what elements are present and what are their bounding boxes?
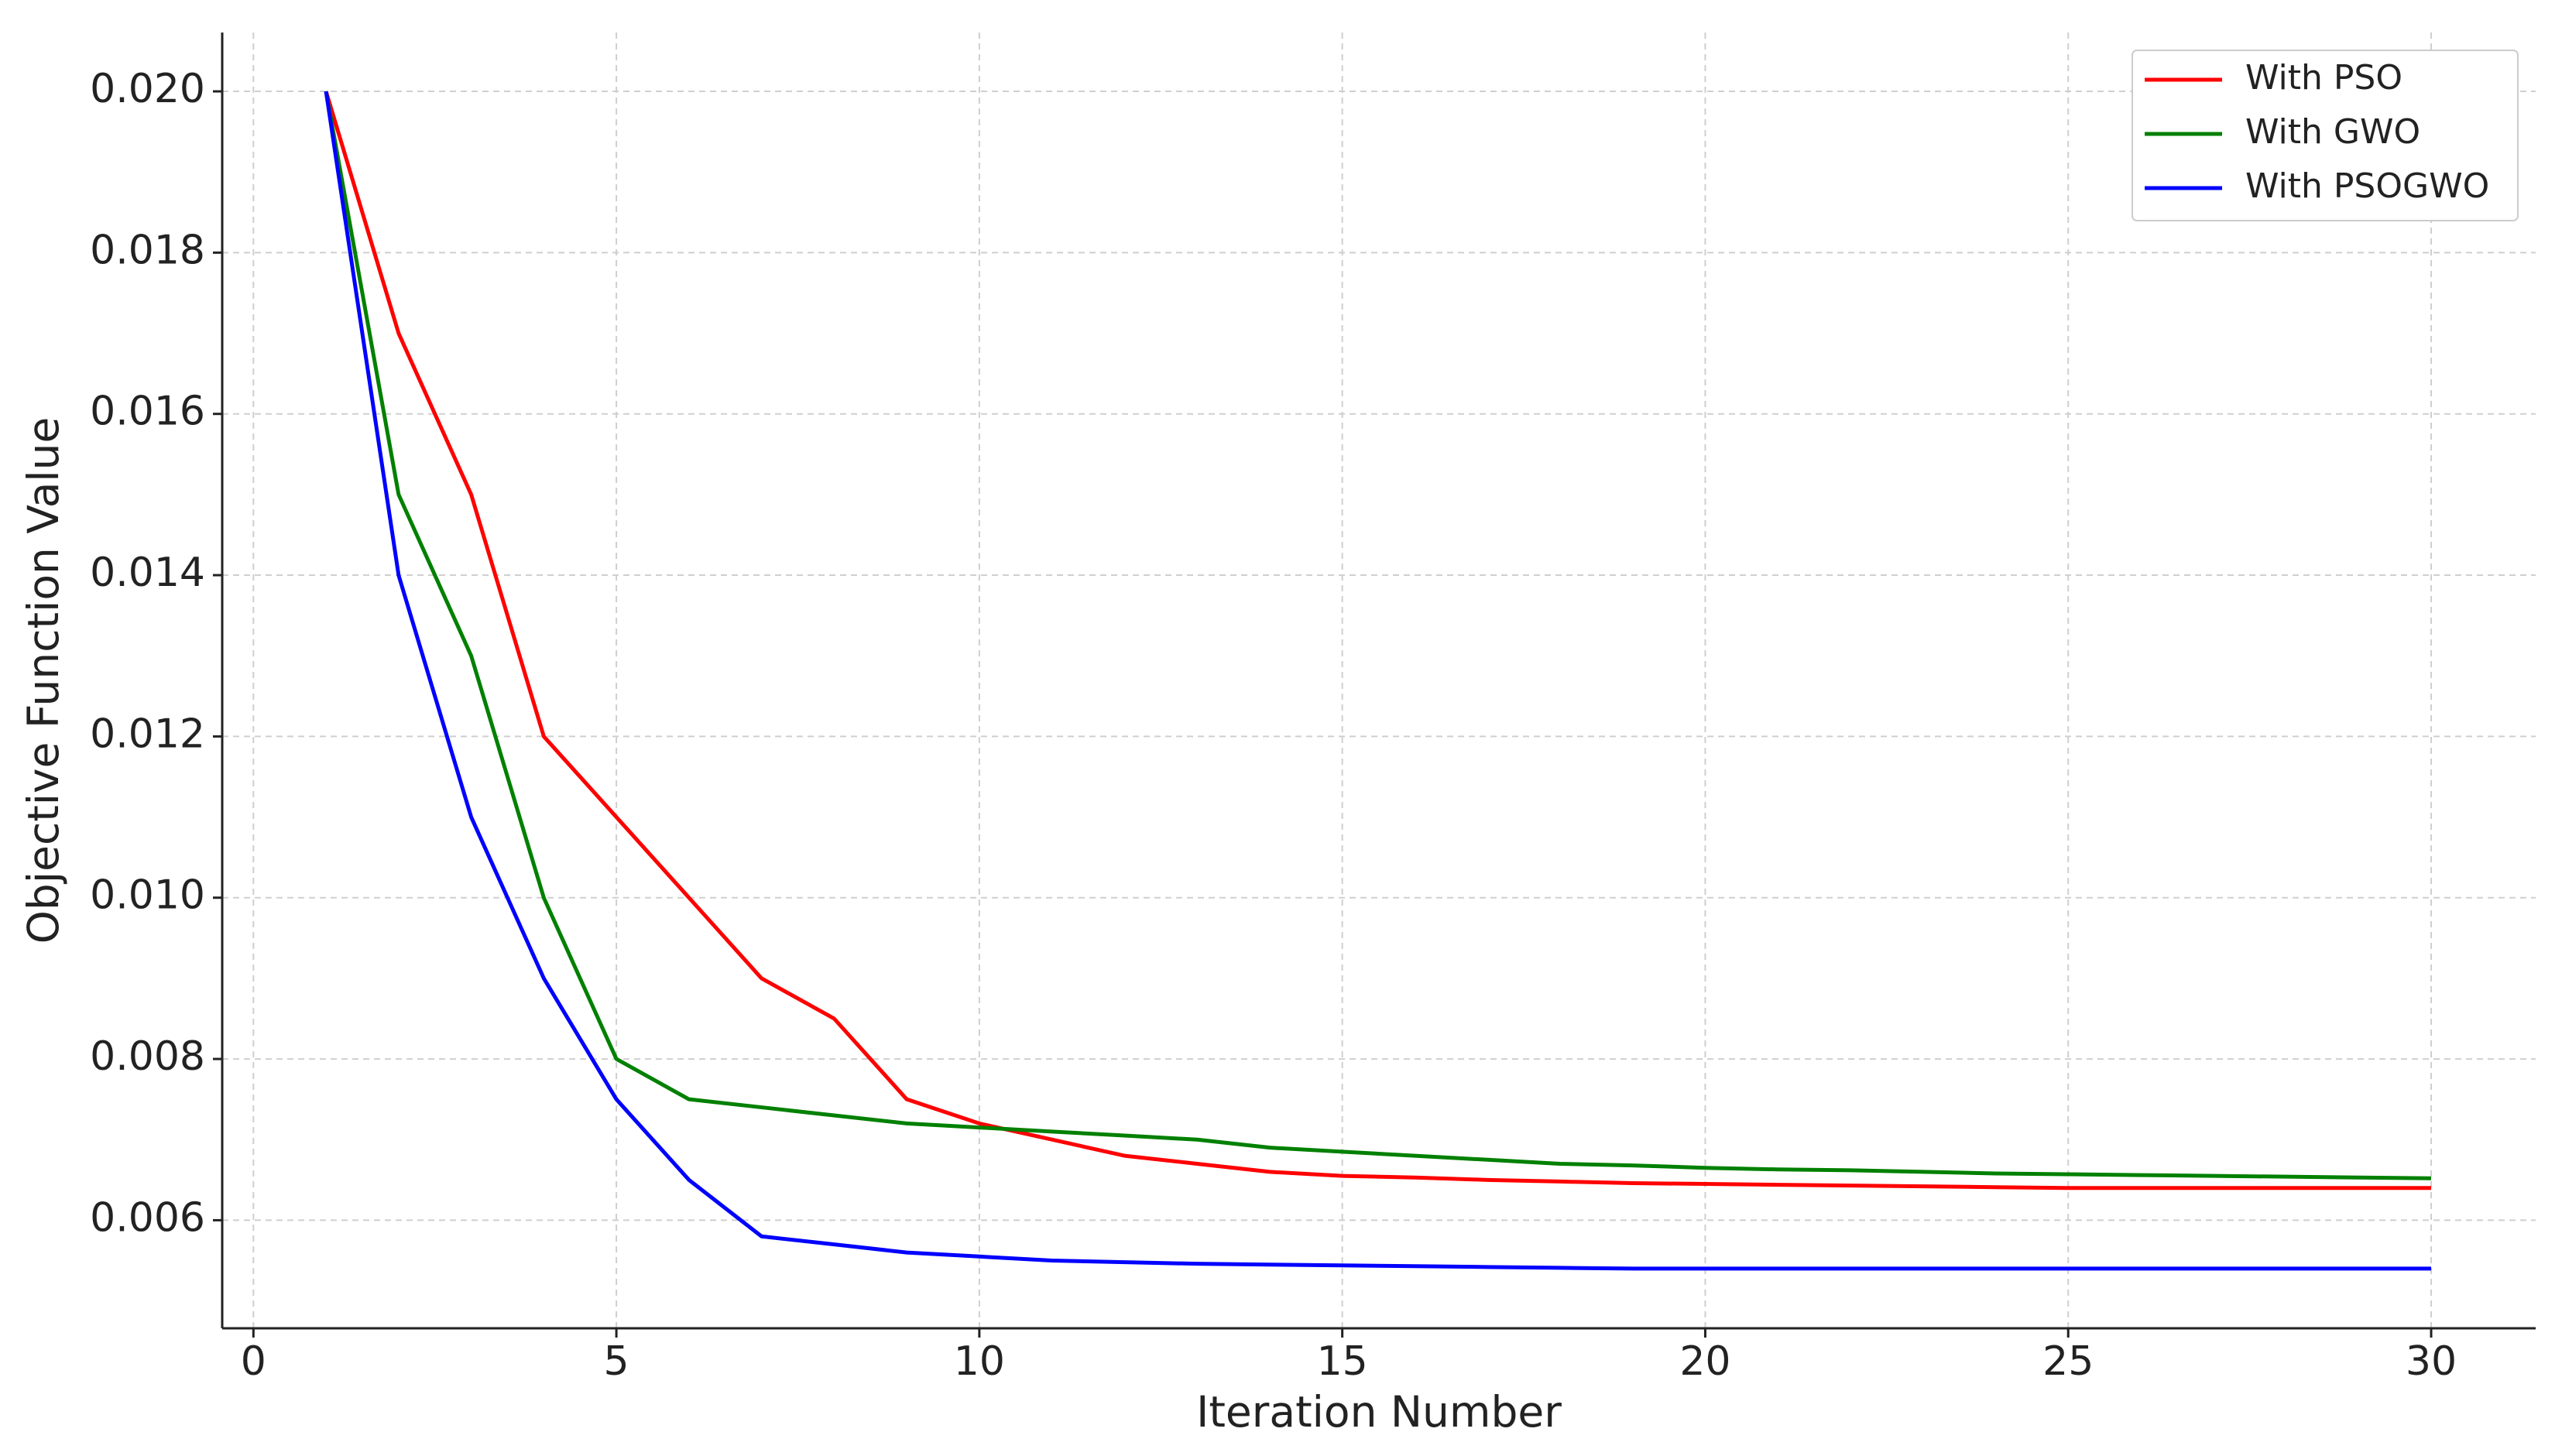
y-tick-label: 0.006 bbox=[90, 1194, 205, 1241]
y-tick-label: 0.014 bbox=[90, 550, 205, 596]
y-tick-label: 0.020 bbox=[90, 66, 205, 112]
x-tick-label: 20 bbox=[1679, 1338, 1730, 1385]
series-line bbox=[324, 91, 2432, 1180]
y-tick-label: 0.018 bbox=[90, 227, 205, 273]
y-axis-label: Objective Function Value bbox=[19, 417, 68, 944]
legend-label: With PSOGWO bbox=[2245, 166, 2489, 206]
x-tick-label: 15 bbox=[1317, 1338, 1368, 1385]
legend-box bbox=[2132, 50, 2519, 221]
y-tick-label: 0.010 bbox=[90, 872, 205, 919]
legend: With PSO With GWO With PSOGWO bbox=[2132, 50, 2519, 221]
legend-label: With PSO bbox=[2245, 58, 2403, 98]
x-axis-label: Iteration Number bbox=[1196, 1387, 1562, 1437]
series-line bbox=[324, 91, 2431, 1271]
series-line bbox=[324, 91, 2431, 1190]
x-tick-label: 5 bbox=[604, 1338, 629, 1385]
x-tick-label: 0 bbox=[241, 1338, 266, 1385]
y-tick-label: 0.012 bbox=[90, 711, 205, 757]
x-tick-label: 10 bbox=[954, 1338, 1005, 1385]
x-tick-label: 30 bbox=[2406, 1338, 2457, 1385]
y-tick-label: 0.016 bbox=[90, 389, 205, 435]
legend-label: With GWO bbox=[2245, 112, 2420, 152]
x-tick-label: 25 bbox=[2042, 1338, 2094, 1385]
y-tick-label: 0.008 bbox=[90, 1033, 205, 1080]
